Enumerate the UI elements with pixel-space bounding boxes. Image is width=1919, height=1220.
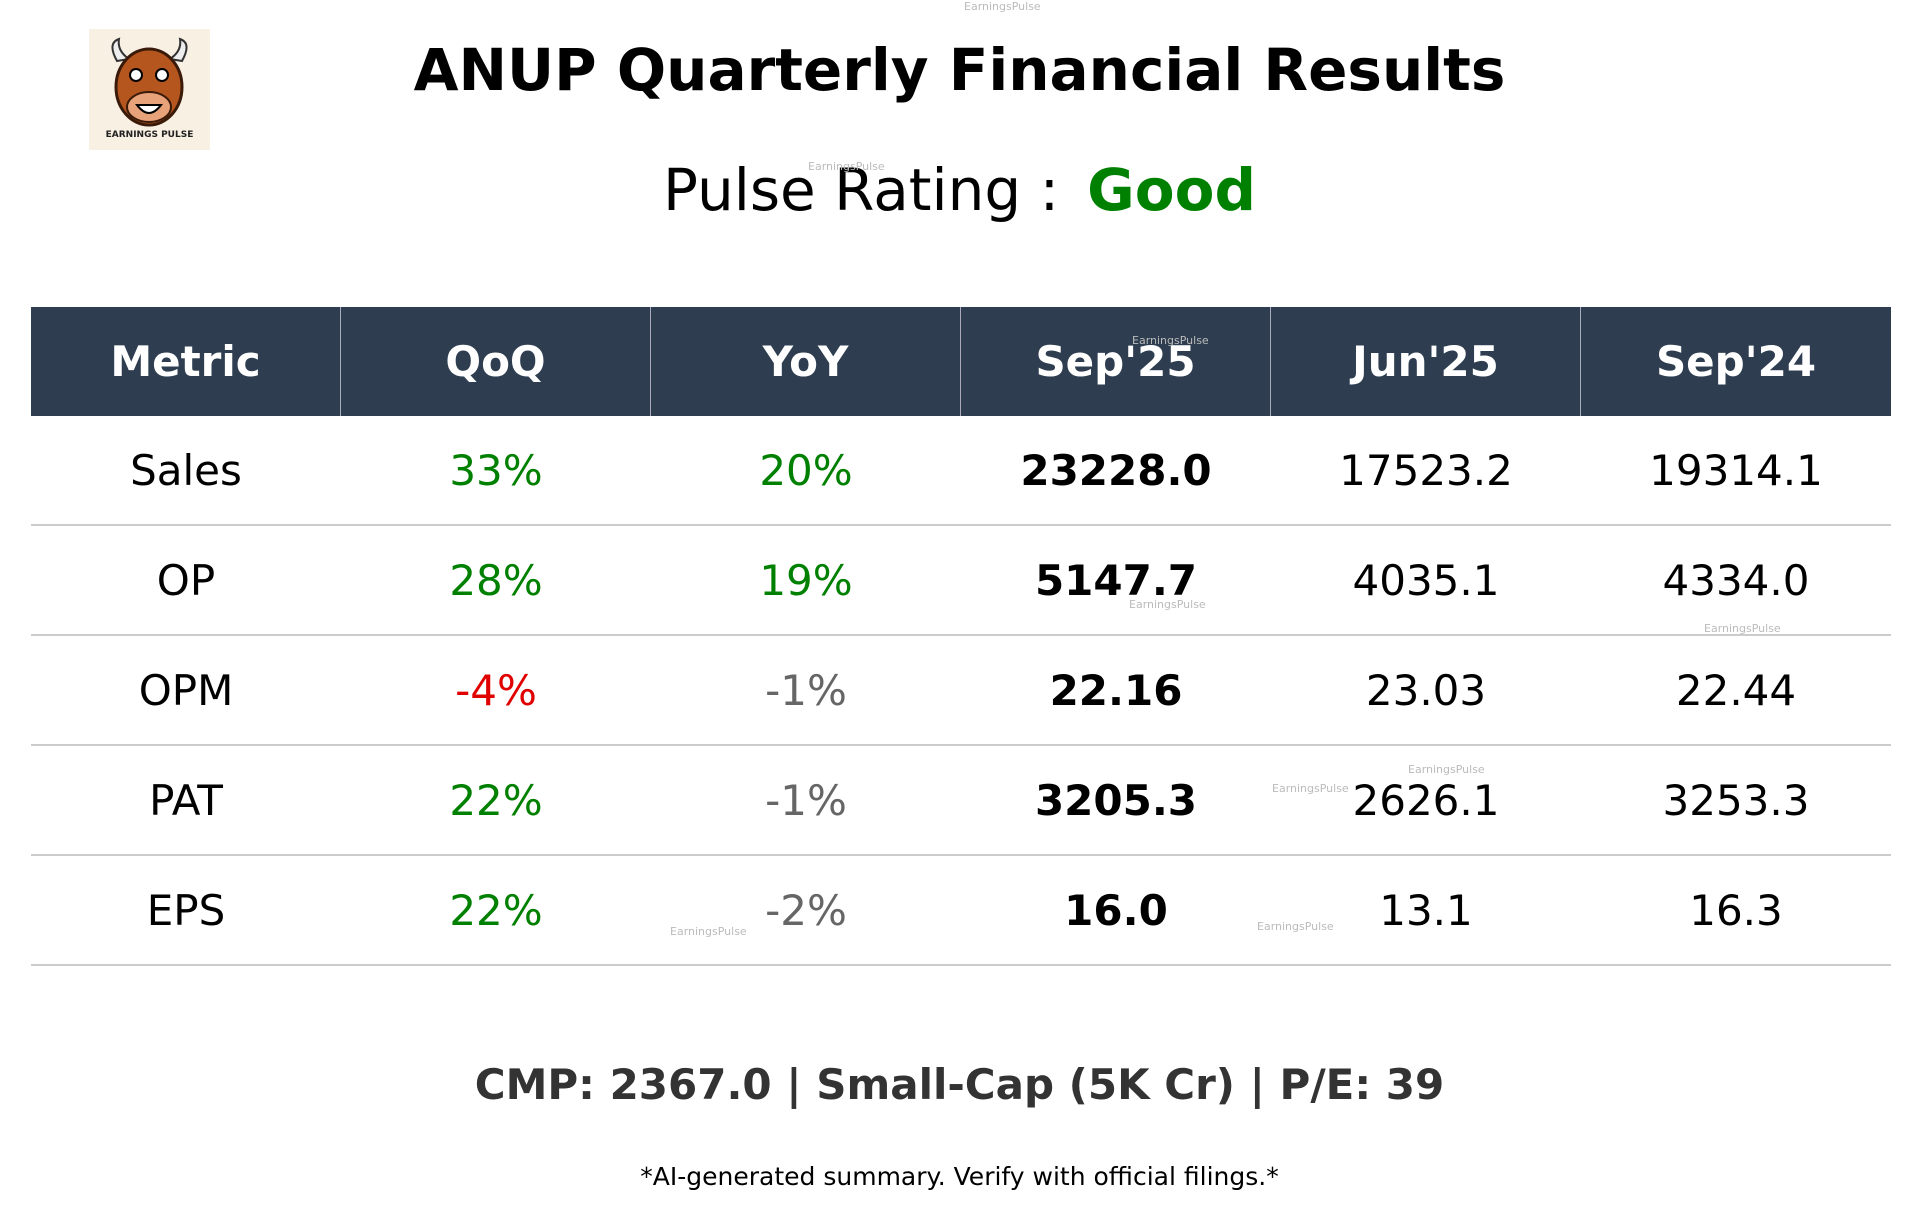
summary: CMP: 2367.0 | Small-Cap (5K Cr) | P/E: 3… <box>474 1060 1445 1109</box>
table-cell: 17523.2 <box>1339 445 1513 495</box>
logo-caption: EARNINGS PULSE <box>105 130 194 140</box>
table-cell: 19314.1 <box>1649 445 1823 495</box>
table-cell: 33% <box>449 445 543 495</box>
logo-icon <box>111 37 188 127</box>
rating-label: Pulse Rating : <box>663 156 1060 224</box>
watermark: EarningsPulse <box>1132 334 1209 347</box>
results-table: Metric QoQ YoY Sep'25 Jun'25 Sep'24 Sales 33% 20… <box>31 307 1891 966</box>
table-cell: 23228.0 <box>1020 445 1212 495</box>
table-cell: 3253.3 <box>1662 775 1810 825</box>
table-cell: 16.0 <box>1064 885 1168 935</box>
table-row: OPM -4% -1% 22.16 23.03 22.44 <box>31 636 1891 746</box>
rating: Pulse Rating : Good <box>0 156 1919 224</box>
table-cell: 22.16 <box>1049 665 1183 715</box>
table-cell: -1% <box>765 775 847 825</box>
column-header: Sep'24 <box>1655 337 1817 386</box>
table-cell: 4035.1 <box>1352 555 1500 605</box>
table-cell: 22% <box>449 885 543 935</box>
table-cell: PAT <box>149 775 223 825</box>
table-row: Sales 33% 20% 23228.0 17523.2 19314.1 <box>31 416 1891 526</box>
header-row: Metric QoQ YoY Sep'25 Jun'25 Sep'24 <box>31 307 1891 416</box>
title: ANUP Quarterly Financial Results <box>413 36 1506 104</box>
table-cell: OP <box>156 555 216 605</box>
logo: EARNINGS PULSE <box>89 29 210 150</box>
column-header: Metric <box>31 307 341 416</box>
disclaimer: *AI-generated summary. Verify with offic… <box>640 1162 1279 1191</box>
table-cell: EPS <box>146 885 226 935</box>
table-cell: -4% <box>455 665 537 715</box>
table-row: PAT 22% -1% 3205.3 2626.1 3253.3 <box>31 746 1891 856</box>
table-cell: 22% <box>449 775 543 825</box>
column-header: QoQ <box>341 307 651 416</box>
watermark: EarningsPulse <box>670 925 747 938</box>
table-row: OP 28% 19% 5147.7 4035.1 4334.0 <box>31 526 1891 636</box>
table-cell: 19% <box>759 555 853 605</box>
table-cell: 23.03 <box>1365 665 1487 715</box>
watermark: EarningsPulse <box>1257 920 1334 933</box>
table-cell: 3205.3 <box>1034 775 1198 825</box>
watermark: EarningsPulse <box>1272 782 1349 795</box>
table-cell: 5147.7 <box>1034 555 1198 605</box>
column-header: Jun'25 <box>1271 307 1581 416</box>
table-cell: 20% <box>759 445 853 495</box>
table-cell: 4334.0 <box>1662 555 1810 605</box>
table-cell: Sales <box>130 445 242 495</box>
watermark: EarningsPulse <box>808 160 885 173</box>
table-row: EPS 22% -2% 16.0 13.1 16.3 <box>31 856 1891 966</box>
table-cell: 2626.1 <box>1352 775 1500 825</box>
rating-value: Good <box>1087 156 1256 224</box>
table-cell: 13.1 <box>1379 885 1473 935</box>
table-cell: -2% <box>765 885 847 935</box>
watermark: EarningsPulse <box>1704 622 1781 635</box>
table-cell: 22.44 <box>1675 665 1797 715</box>
column-header: Sep'25 <box>961 307 1271 416</box>
table-cell: -1% <box>765 665 847 715</box>
watermark: EarningsPulse <box>1408 763 1485 776</box>
table-cell: OPM <box>138 665 234 715</box>
column-header: YoY <box>651 307 961 416</box>
table-cell: 28% <box>449 555 543 605</box>
table-cell: 16.3 <box>1689 885 1783 935</box>
watermark: EarningsPulse <box>1129 598 1206 611</box>
watermark: EarningsPulse <box>964 0 1041 13</box>
